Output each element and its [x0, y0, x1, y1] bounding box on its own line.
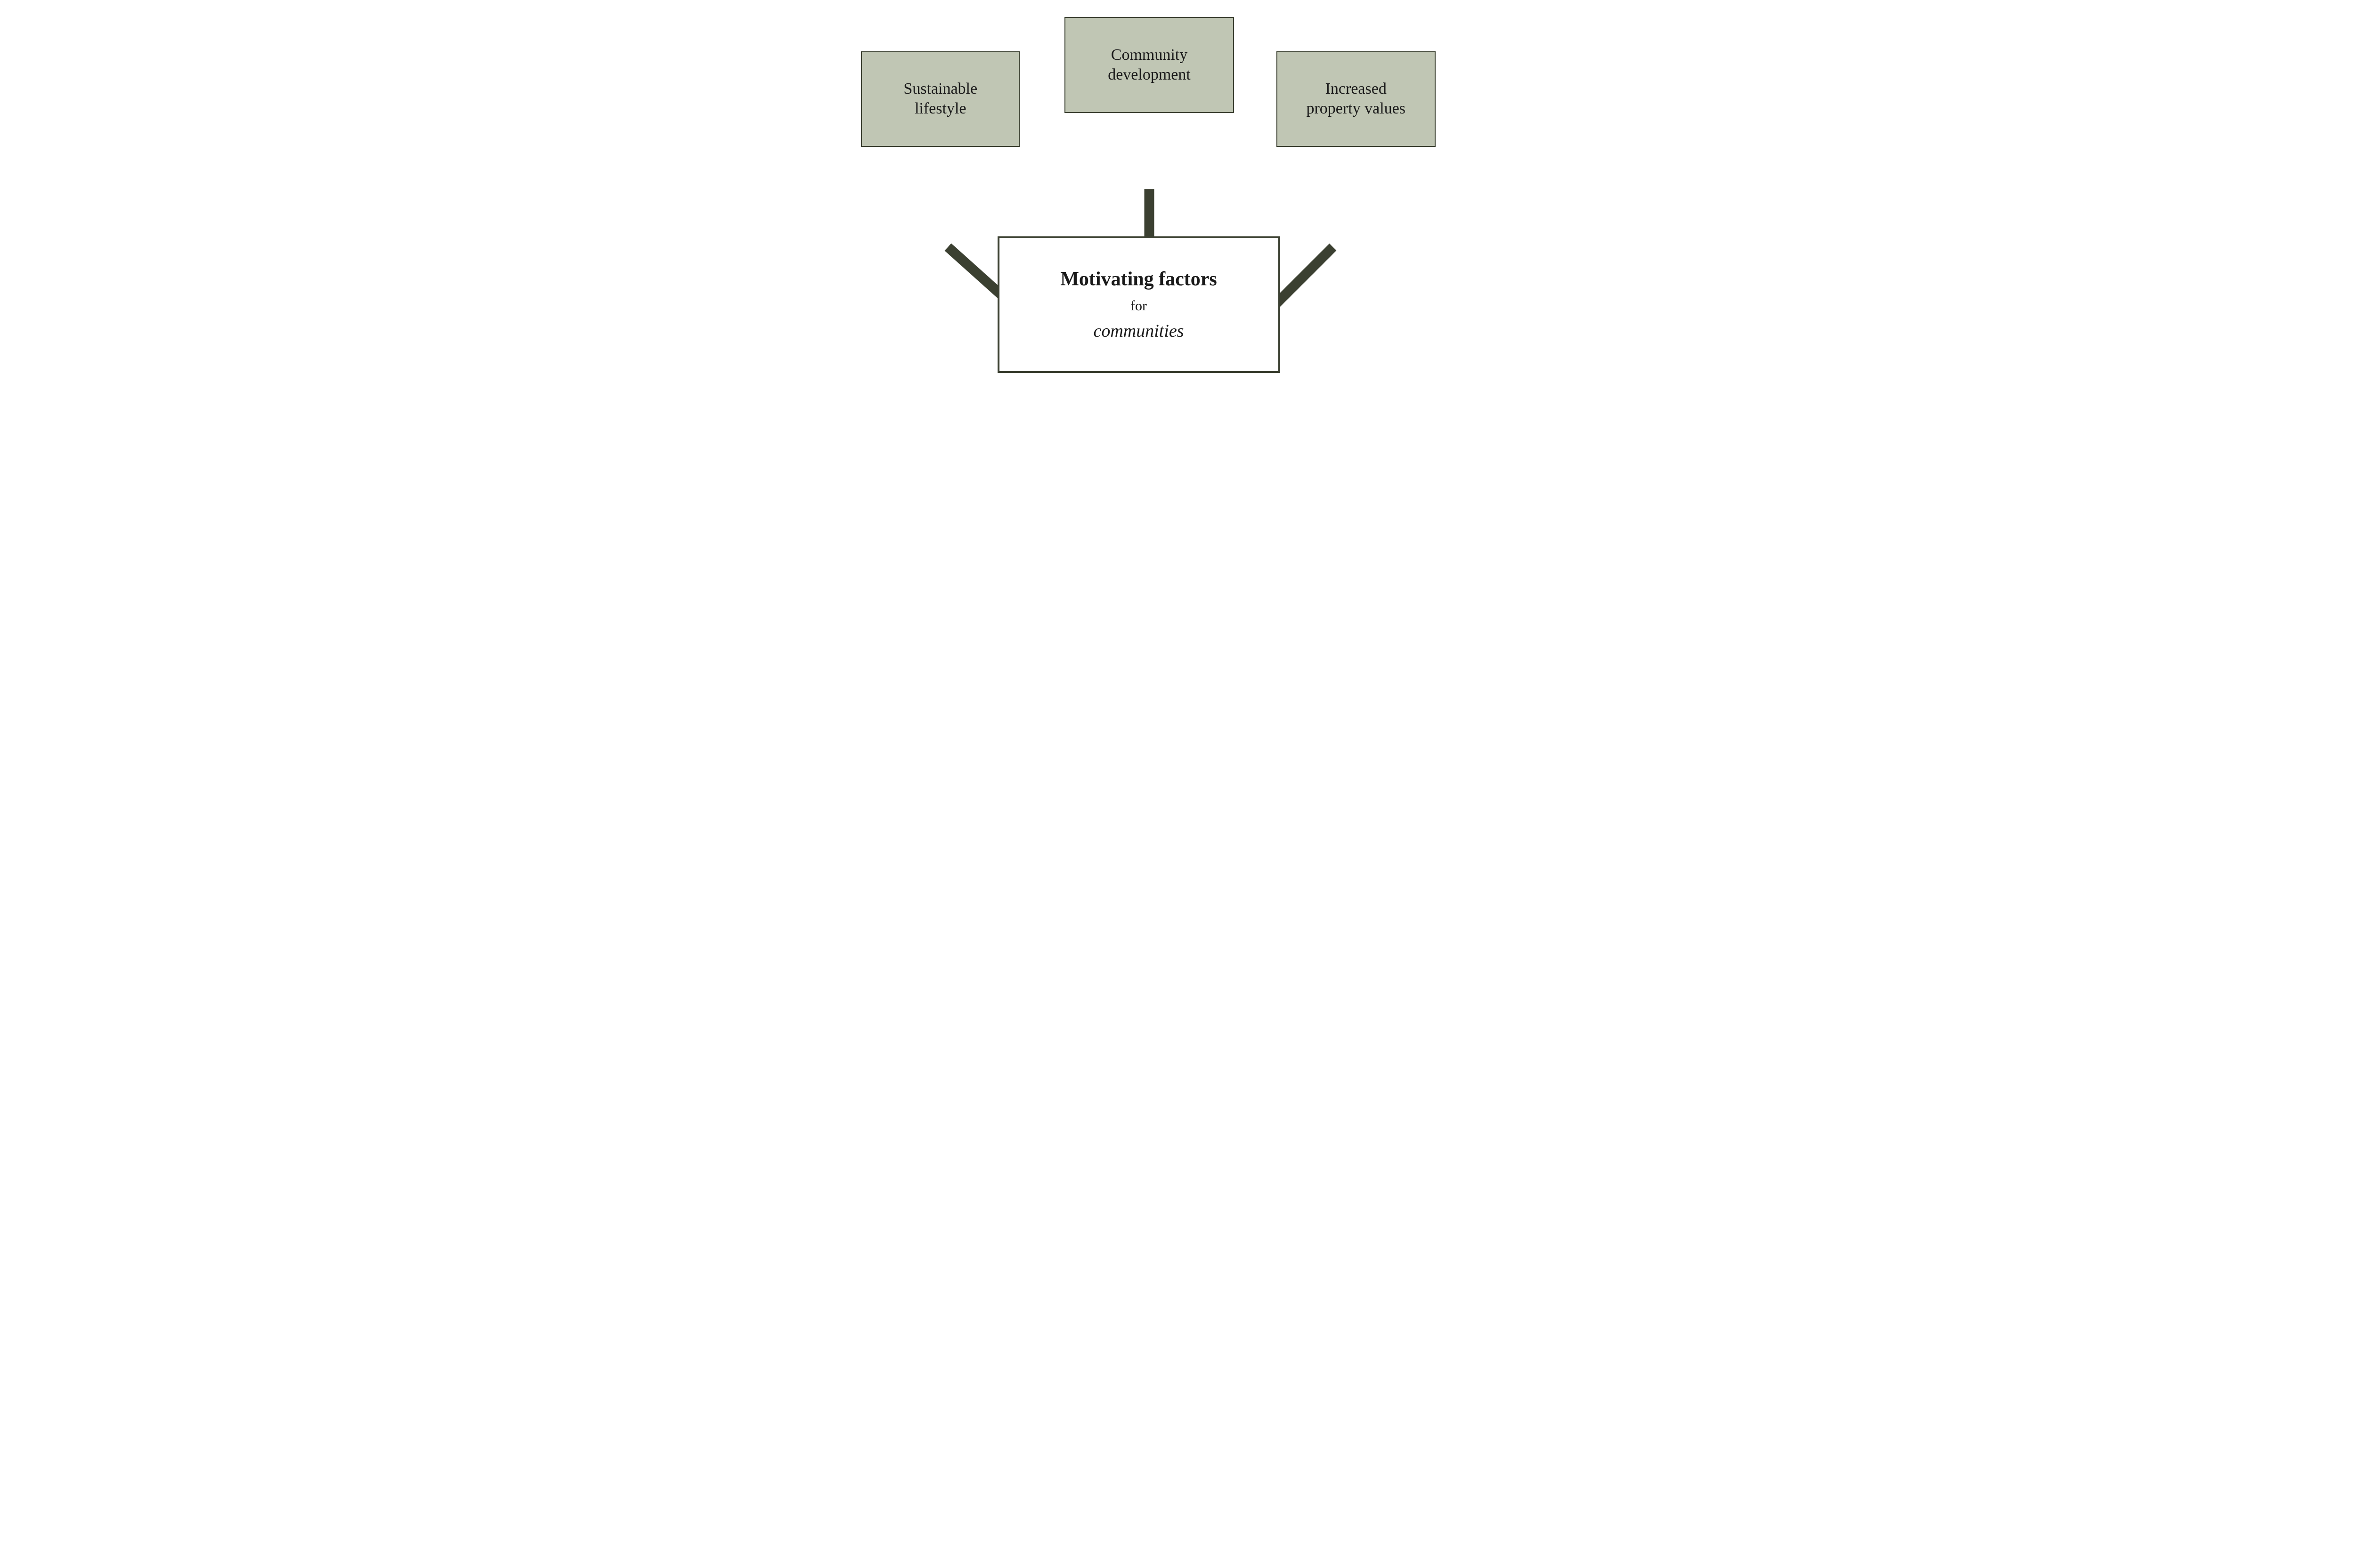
- target-for: for: [1130, 297, 1147, 315]
- factor-label: Sustainablelifestyle: [903, 79, 977, 119]
- target-title: Motivating factors: [1060, 267, 1217, 292]
- factor-label: Communitydevelopment: [1108, 45, 1191, 85]
- factor-label: Increasedproperty values: [1306, 79, 1405, 119]
- factor-box-increased-property-values: Increasedproperty values: [1276, 51, 1436, 147]
- factor-box-community-development: Communitydevelopment: [1064, 17, 1234, 113]
- target-communities: communities: [1093, 320, 1184, 343]
- target-box-motivating-factors: Motivating factors for communities: [998, 236, 1280, 373]
- factor-box-sustainable-lifestyle: Sustainablelifestyle: [861, 51, 1020, 147]
- diagram-canvas: Sustainablelifestyle Communitydevelopmen…: [824, 0, 1531, 426]
